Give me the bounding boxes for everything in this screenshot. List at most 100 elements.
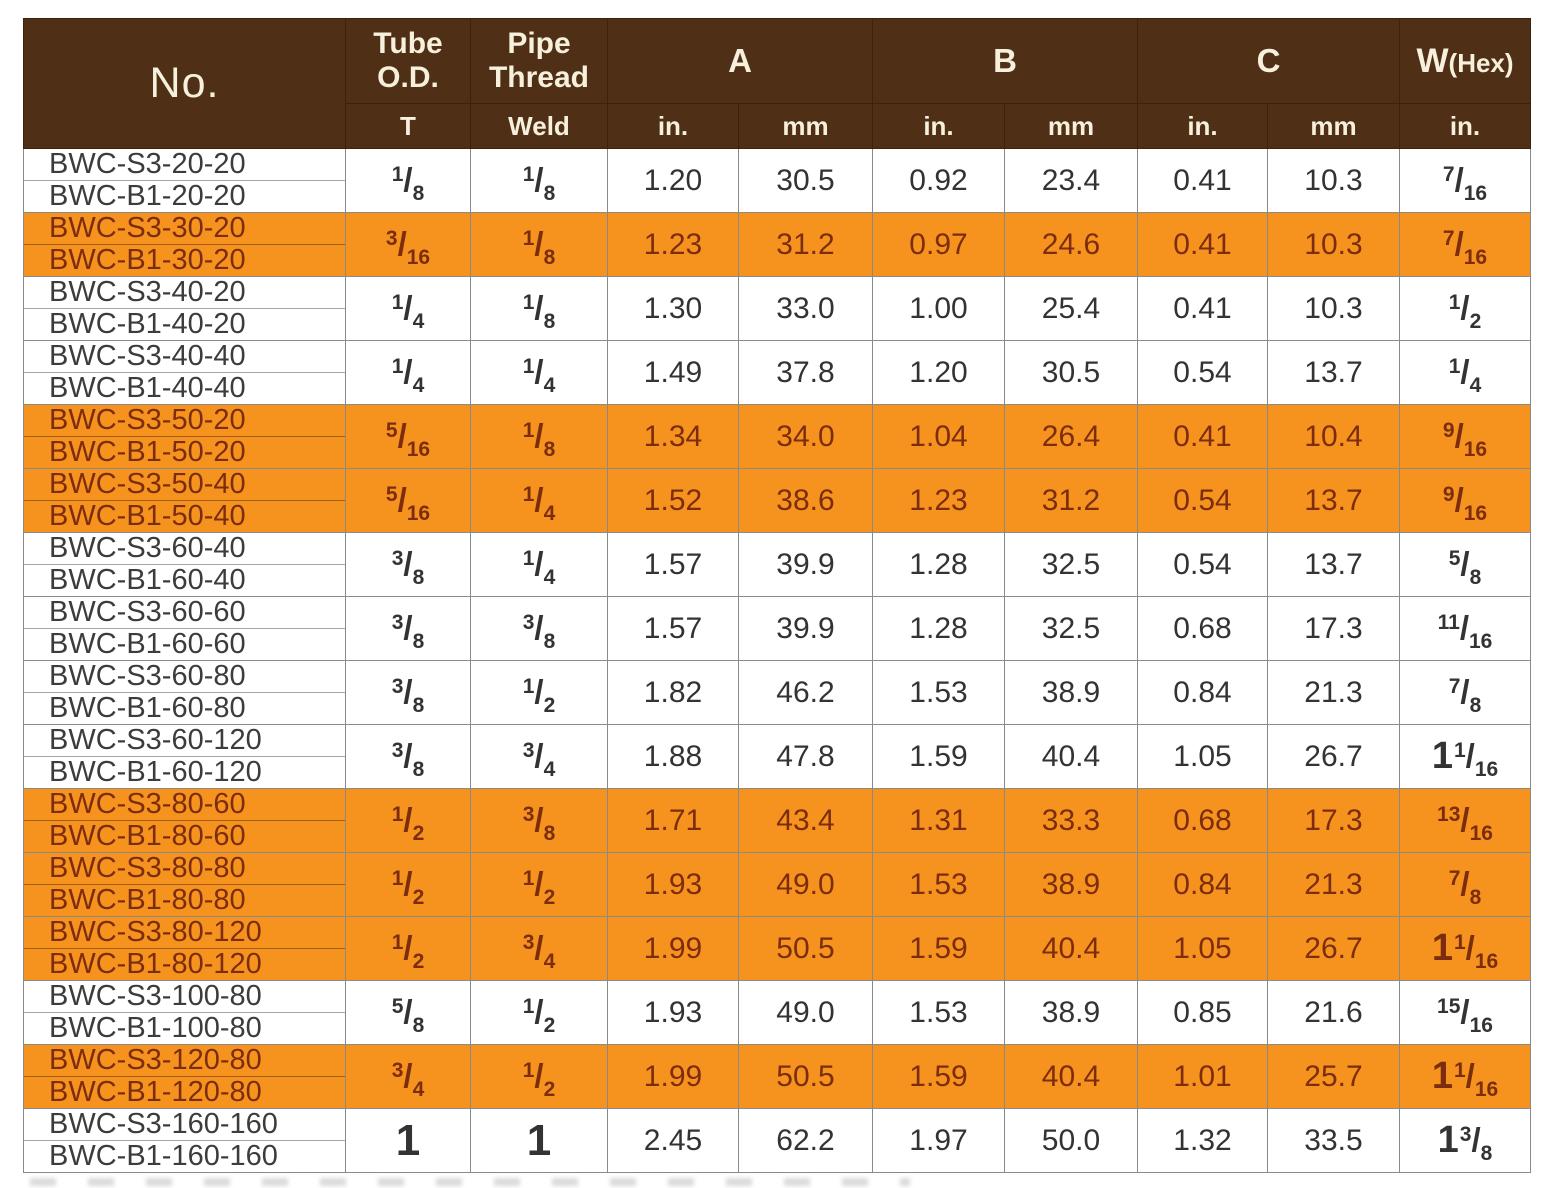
pipe-thread-weld-value: 1/4: [523, 545, 556, 589]
fraction-slash: /: [1460, 288, 1470, 326]
cell-pipe-thread-weld: 1/4: [470, 532, 608, 597]
fraction-slash: /: [1454, 480, 1464, 518]
fraction-denominator: 16: [1463, 245, 1488, 269]
part-number-s3: BWC-S3-60-120: [24, 726, 345, 757]
part-number-s3: BWC-S3-80-120: [24, 918, 345, 949]
cell-a-in: 1.99: [607, 1044, 739, 1109]
cropped-print-artifact: [30, 1178, 910, 1186]
cell-part-numbers: BWC-S3-60-80 BWC-B1-60-80: [23, 660, 346, 725]
tube-od-value: 3/8: [391, 545, 425, 589]
cell-part-numbers: BWC-S3-60-60 BWC-B1-60-60: [23, 596, 346, 661]
cell-c-in: 0.54: [1137, 468, 1268, 533]
cell-part-numbers: BWC-S3-80-60 BWC-B1-80-60: [23, 788, 346, 853]
fraction-numerator: 5: [385, 418, 398, 442]
header-c-mm: mm: [1267, 103, 1400, 149]
cell-b-in: 1.53: [872, 660, 1005, 725]
header-c-in: in.: [1137, 103, 1268, 149]
cell-part-numbers: BWC-S3-80-120 BWC-B1-80-120: [23, 916, 346, 981]
part-number-s3: BWC-S3-120-80: [24, 1046, 345, 1077]
fraction-denominator: 8: [1469, 693, 1482, 717]
cell-c-mm: 17.3: [1267, 788, 1400, 853]
cell-b-in: 1.28: [872, 532, 1005, 597]
fraction-numerator: 3: [391, 546, 404, 570]
fraction-numerator: 1: [391, 866, 404, 890]
cell-part-numbers: BWC-S3-80-80 BWC-B1-80-80: [23, 852, 346, 917]
part-number-b1: BWC-B1-80-60: [49, 820, 246, 852]
cell-b-mm: 32.5: [1004, 532, 1138, 597]
tube-od-value: 1/4: [392, 289, 425, 333]
header-w-letter: W: [1416, 41, 1449, 80]
header-tube-od: Tube O.D.: [345, 18, 471, 104]
fraction-denominator: 2: [543, 693, 556, 717]
tube-od-value: 3/8: [392, 673, 425, 717]
fraction-denominator: 16: [1469, 1013, 1493, 1037]
cell-pipe-thread-weld: 3/8: [470, 788, 608, 853]
fraction-numerator: 1: [522, 482, 535, 506]
part-number-s3: BWC-S3-40-40: [24, 342, 345, 373]
fraction-denominator: 8: [412, 629, 425, 653]
fraction-numerator: 1: [391, 930, 404, 954]
table-row: BWC-S3-120-80 BWC-B1-120-80 3/4 1/2 1.99 50.5…: [23, 1044, 1531, 1109]
cell-a-in: 1.57: [607, 596, 739, 661]
cell-c-in: 0.41: [1137, 404, 1268, 469]
cell-w-hex: 1/4: [1399, 340, 1531, 405]
fraction-slash: /: [397, 416, 407, 454]
header-tube-line1: Tube: [373, 27, 443, 61]
fraction-numerator: 1: [1448, 354, 1461, 378]
cell-b-mm: 50.0: [1004, 1108, 1138, 1173]
cell-c-in: 1.01: [1137, 1044, 1268, 1109]
cell-b-mm: 38.9: [1004, 980, 1138, 1045]
pipe-thread-weld-value: 1/2: [523, 1057, 556, 1101]
fraction-numerator: 3: [1459, 1123, 1472, 1146]
w-hex-value: 1/2: [1449, 288, 1482, 333]
fraction-slash: /: [403, 928, 413, 966]
fraction-numerator: 3: [391, 610, 404, 634]
header-w-hex: W(Hex): [1399, 18, 1531, 104]
cell-c-mm: 10.3: [1267, 212, 1400, 277]
spec-table: No. Tube O.D. Pipe Thread A B C W(Hex) T…: [23, 18, 1531, 1173]
cell-tube-od: 5/8: [345, 980, 471, 1045]
table-row: BWC-S3-30-20 BWC-B1-30-20 3/16 1/8 1.23 31.2 0…: [23, 212, 1531, 277]
fraction-denominator: 8: [543, 821, 556, 845]
cell-part-numbers: BWC-S3-50-40 BWC-B1-50-40: [23, 468, 346, 533]
header-no: No.: [23, 18, 346, 149]
pipe-thread-weld-value: 3/8: [523, 801, 556, 845]
pipe-thread-weld-value: 1/4: [522, 481, 556, 525]
cell-c-mm: 13.7: [1267, 532, 1400, 597]
fraction-numerator: 1: [522, 354, 535, 378]
cell-c-mm: 21.3: [1267, 852, 1400, 917]
fraction-denominator: 2: [543, 1013, 556, 1037]
table-row: BWC-S3-60-40 BWC-B1-60-40 3/8 1/4 1.57 39.9 1.…: [23, 532, 1531, 597]
fraction-slash: /: [403, 736, 413, 774]
part-number-s3: BWC-S3-160-160: [24, 1110, 345, 1141]
part-number-b1: BWC-B1-60-80: [49, 692, 246, 724]
fraction-slash: /: [403, 992, 413, 1030]
fraction-slash: /: [534, 352, 544, 390]
cell-b-mm: 40.4: [1004, 1044, 1138, 1109]
fraction-slash: /: [397, 224, 407, 262]
cell-a-in: 1.57: [607, 532, 739, 597]
fraction-denominator: 2: [412, 885, 425, 909]
pipe-thread-weld-value: 3/8: [523, 609, 556, 653]
part-number-b1: BWC-B1-30-20: [49, 244, 246, 276]
header-a-mm: mm: [738, 103, 873, 149]
cell-a-mm: 62.2: [738, 1108, 873, 1173]
fraction-denominator: 8: [543, 181, 556, 205]
cell-w-hex: 11/16: [1399, 916, 1531, 981]
w-hex-value: 7/8: [1449, 865, 1482, 909]
cell-a-mm: 38.6: [738, 468, 873, 533]
fraction-numerator: 7: [1448, 674, 1461, 698]
cell-c-in: 0.84: [1137, 852, 1268, 917]
fraction-slash: /: [1460, 352, 1470, 390]
pipe-thread-weld-value: 1/2: [523, 673, 556, 717]
fraction-denominator: 8: [412, 565, 425, 589]
fraction-slash: /: [1454, 160, 1464, 198]
w-hex-value: 1/4: [1448, 352, 1482, 397]
cell-b-in: 1.59: [872, 1044, 1005, 1109]
cell-b-in: 1.97: [872, 1108, 1005, 1173]
cell-a-in: 1.93: [607, 852, 739, 917]
table-row: BWC-S3-160-160 BWC-B1-160-160 1 1 2.45 62.2 1.…: [23, 1108, 1531, 1173]
fraction-denominator: 4: [543, 757, 556, 781]
cell-c-mm: 10.3: [1267, 276, 1400, 341]
fraction-denominator: 4: [1469, 373, 1482, 397]
